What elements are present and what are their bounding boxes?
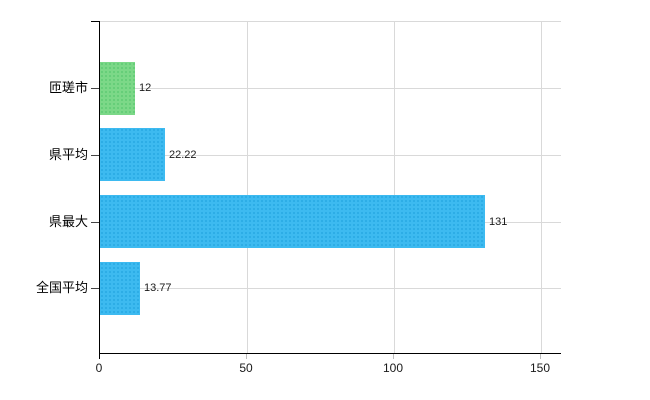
gridline-vertical bbox=[247, 21, 248, 353]
x-tick-label: 0 bbox=[95, 361, 103, 375]
bar-value-label: 131 bbox=[489, 216, 508, 228]
x-axis-tick bbox=[246, 354, 247, 359]
category-tick bbox=[91, 88, 99, 89]
category-label: 全国平均 bbox=[35, 280, 88, 295]
bar-value-label: 22.22 bbox=[169, 149, 197, 161]
category-tick bbox=[91, 155, 99, 156]
plot-area: 12 22.22 131 13.77 bbox=[99, 21, 561, 354]
x-axis-tick bbox=[393, 354, 394, 359]
bar bbox=[100, 195, 485, 248]
plot-top-border bbox=[100, 21, 561, 22]
bar bbox=[100, 62, 135, 115]
gridline-horizontal bbox=[100, 155, 561, 156]
category-tick bbox=[91, 288, 99, 289]
x-axis-tick bbox=[540, 354, 541, 359]
gridline-horizontal bbox=[100, 88, 561, 89]
bar-value-label: 12 bbox=[139, 82, 152, 94]
x-tick-label: 50 bbox=[239, 361, 253, 375]
gridline-vertical bbox=[394, 21, 395, 353]
category-label: 県平均 bbox=[48, 147, 88, 162]
category-tick bbox=[91, 222, 99, 223]
category-label: 匝瑳市 bbox=[48, 80, 88, 95]
axis-top-tick bbox=[91, 21, 99, 22]
x-tick-label: 100 bbox=[382, 361, 404, 375]
x-tick-label: 150 bbox=[529, 361, 551, 375]
category-label: 県最大 bbox=[48, 214, 88, 229]
gridline-horizontal bbox=[100, 288, 561, 289]
gridline-vertical bbox=[541, 21, 542, 353]
bar-value-label: 13.77 bbox=[144, 282, 172, 294]
bar bbox=[100, 128, 165, 181]
bar bbox=[100, 262, 140, 315]
x-axis-tick bbox=[99, 354, 100, 359]
